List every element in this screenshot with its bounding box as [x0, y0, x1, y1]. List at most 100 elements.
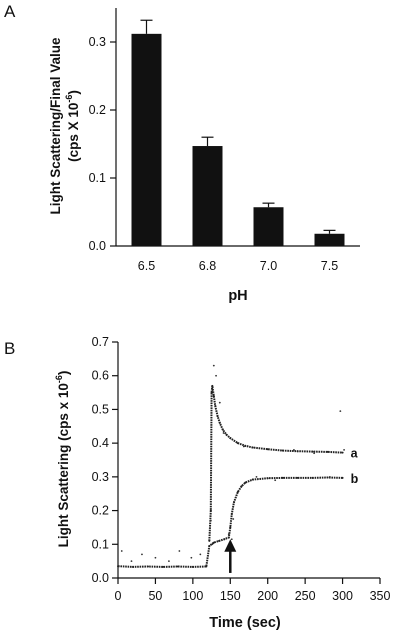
- panel-b-scatter-point: [328, 475, 331, 478]
- panel-b-series-b-point: [161, 565, 164, 568]
- panel-a-y-tick-label: 0.2: [89, 103, 106, 117]
- panel-a-bar: [314, 233, 345, 246]
- panel-a-bar: [192, 146, 223, 246]
- panel-b-series-b-point: [131, 565, 134, 568]
- panel-b-arrow-head: [224, 539, 237, 552]
- panel-b-curve-label-b: b: [351, 472, 359, 486]
- panel-b-scatter-point: [339, 410, 342, 413]
- panel-b-y-tick-label: 0.0: [92, 571, 109, 585]
- panel-b-series-a-point: [210, 391, 213, 394]
- panel-a-y-tick-label: 0.1: [89, 171, 106, 185]
- panel-b-y-tick-label: 0.5: [92, 402, 109, 416]
- panel-b-series-b-point: [233, 501, 236, 504]
- panel-b-series-a-point: [211, 384, 214, 387]
- panel-b-series-a-point: [229, 437, 232, 440]
- panel-b-series-b-point: [326, 476, 329, 479]
- panel-b-series-a-point: [225, 433, 228, 436]
- panel-b-series-a-point: [296, 450, 299, 453]
- panel-b-y-axis-title-text: Light Scattering (cps x 10-6): [54, 371, 71, 548]
- panel-b-series-b-point: [117, 565, 119, 568]
- panel-a-y-axis-title: Light Scattering/Final Value (cps X 10-6…: [48, 37, 81, 215]
- panel-a-y-tick-label: 0.3: [89, 35, 106, 49]
- panel-b-series-b-point: [266, 477, 269, 480]
- panel-a-x-axis-title: pH: [228, 288, 247, 304]
- panel-a-plot-area: 0.0 0.1 0.2 0.3 6.5 6.8 7.0 7.5: [89, 8, 360, 273]
- panel-a-y-axis-title-line1: Light Scattering/Final Value: [48, 37, 63, 215]
- panel-b-x-tick-label: 150: [220, 589, 241, 603]
- panel-b-x-tick-label: 0: [115, 589, 122, 603]
- panel-b-scatter-point: [274, 479, 277, 482]
- panel-b-x-axis-title: Time (sec): [209, 615, 281, 631]
- panel-b: B Light Scattering (cps x 10-6) 0.0 0.1 0.…: [4, 335, 390, 631]
- panel-b-series-a-point: [311, 450, 314, 453]
- panel-b-series-a-point: [236, 442, 239, 445]
- panel-b-scatter-point: [232, 518, 235, 520]
- panel-b-y-tick-label: 0.1: [92, 537, 109, 551]
- panel-b-scatter-point: [227, 533, 230, 536]
- panel-b-scatter-point: [154, 556, 157, 559]
- panel-b-x-tick-label: 300: [332, 589, 353, 603]
- panel-b-series-b-point: [229, 526, 232, 529]
- panel-a-x-tick-label: 7.0: [260, 259, 277, 273]
- panel-b-series-a-point: [251, 446, 254, 449]
- panel-a-bar: [131, 33, 162, 247]
- panel-a-y-tick-label: 0.0: [89, 239, 106, 253]
- panel-b-scatter-point: [199, 553, 202, 556]
- panel-b-series-b-point: [311, 476, 314, 479]
- panel-b-y-tick-label: 0.7: [92, 335, 109, 349]
- panel-b-scatter-point: [313, 452, 316, 455]
- panel-b-scatter-point: [141, 553, 143, 556]
- panel-b-scatter-point: [222, 432, 225, 434]
- panel-b-series-b-point: [212, 541, 215, 544]
- panel-b-series-a-point: [244, 444, 247, 447]
- panel-b-plot-area: 0.0 0.1 0.2 0.3 0.4 0.5 0.6 0.7 0 50 100 150 200 250…: [92, 335, 391, 603]
- panel-b-series-a-point: [214, 405, 217, 408]
- panel-b-series-a-point: [218, 421, 221, 424]
- panel-b-series-b-point: [191, 565, 194, 568]
- panel-b-series-a-line: [208, 385, 343, 541]
- panel-b-series-a-point: [281, 449, 284, 452]
- panel-b-scatter-point: [168, 560, 170, 563]
- panel-b-series-b-point: [281, 476, 284, 479]
- panel-b-series-b-point: [341, 476, 344, 479]
- panel-b-scatter-point: [211, 543, 214, 546]
- panel-b-series-b-point: [251, 478, 254, 481]
- panel-b-y-tick-label: 0.2: [92, 504, 109, 518]
- panel-b-scatter-point: [120, 550, 123, 552]
- panel-a-x-tick-label: 6.8: [199, 259, 216, 273]
- panel-b-series-b-point: [236, 491, 239, 494]
- panel-b-series-b-point: [205, 565, 208, 568]
- panel-b-series-b-point: [296, 476, 299, 479]
- panel-b-scatter-point: [218, 401, 221, 404]
- panel-b-scatter-point: [293, 448, 295, 451]
- panel-b-x-tick-label: 200: [257, 589, 278, 603]
- panel-b-series-b-point: [230, 512, 233, 515]
- panel-b-y-tick-label: 0.4: [92, 436, 109, 450]
- panel-b-y-tick-label: 0.3: [92, 470, 109, 484]
- panel-a-x-tick-label: 6.5: [138, 259, 155, 273]
- panel-b-series-b-point: [146, 565, 149, 568]
- panel-b-scatter-point: [212, 364, 215, 367]
- panel-b-series-a-point: [221, 428, 224, 431]
- panel-b-curve-label-a: a: [351, 447, 359, 461]
- panel-b-y-tick-label: 0.6: [92, 369, 109, 383]
- panel-a: A Light Scattering/Final Value (cps X 10…: [4, 2, 360, 304]
- panel-b-series-a-point: [341, 451, 344, 454]
- panel-a-bar: [253, 207, 284, 246]
- panel-b-series-a-point: [212, 394, 215, 397]
- panel-b-series-b-point: [244, 481, 247, 484]
- panel-a-y-axis-title-line2: (cps X 10-6): [64, 90, 81, 162]
- panel-b-series-a-point: [208, 539, 211, 542]
- panel-b-letter: B: [4, 339, 15, 358]
- panel-b-series-a-point: [216, 415, 219, 418]
- panel-b-x-tick-label: 250: [295, 589, 316, 603]
- panel-a-letter: A: [4, 2, 16, 21]
- panel-b-scatter-point: [130, 560, 133, 563]
- panel-b-series-b-point: [208, 544, 211, 547]
- panel-b-scatter-point: [343, 448, 345, 451]
- panel-b-scatter-point: [242, 445, 245, 448]
- panel-b-x-tick-label: 100: [182, 589, 203, 603]
- panel-b-x-tick-label: 350: [370, 589, 391, 603]
- panel-b-y-axis-title: Light Scattering (cps x 10-6): [54, 371, 71, 548]
- panel-b-series-a-point: [326, 450, 329, 453]
